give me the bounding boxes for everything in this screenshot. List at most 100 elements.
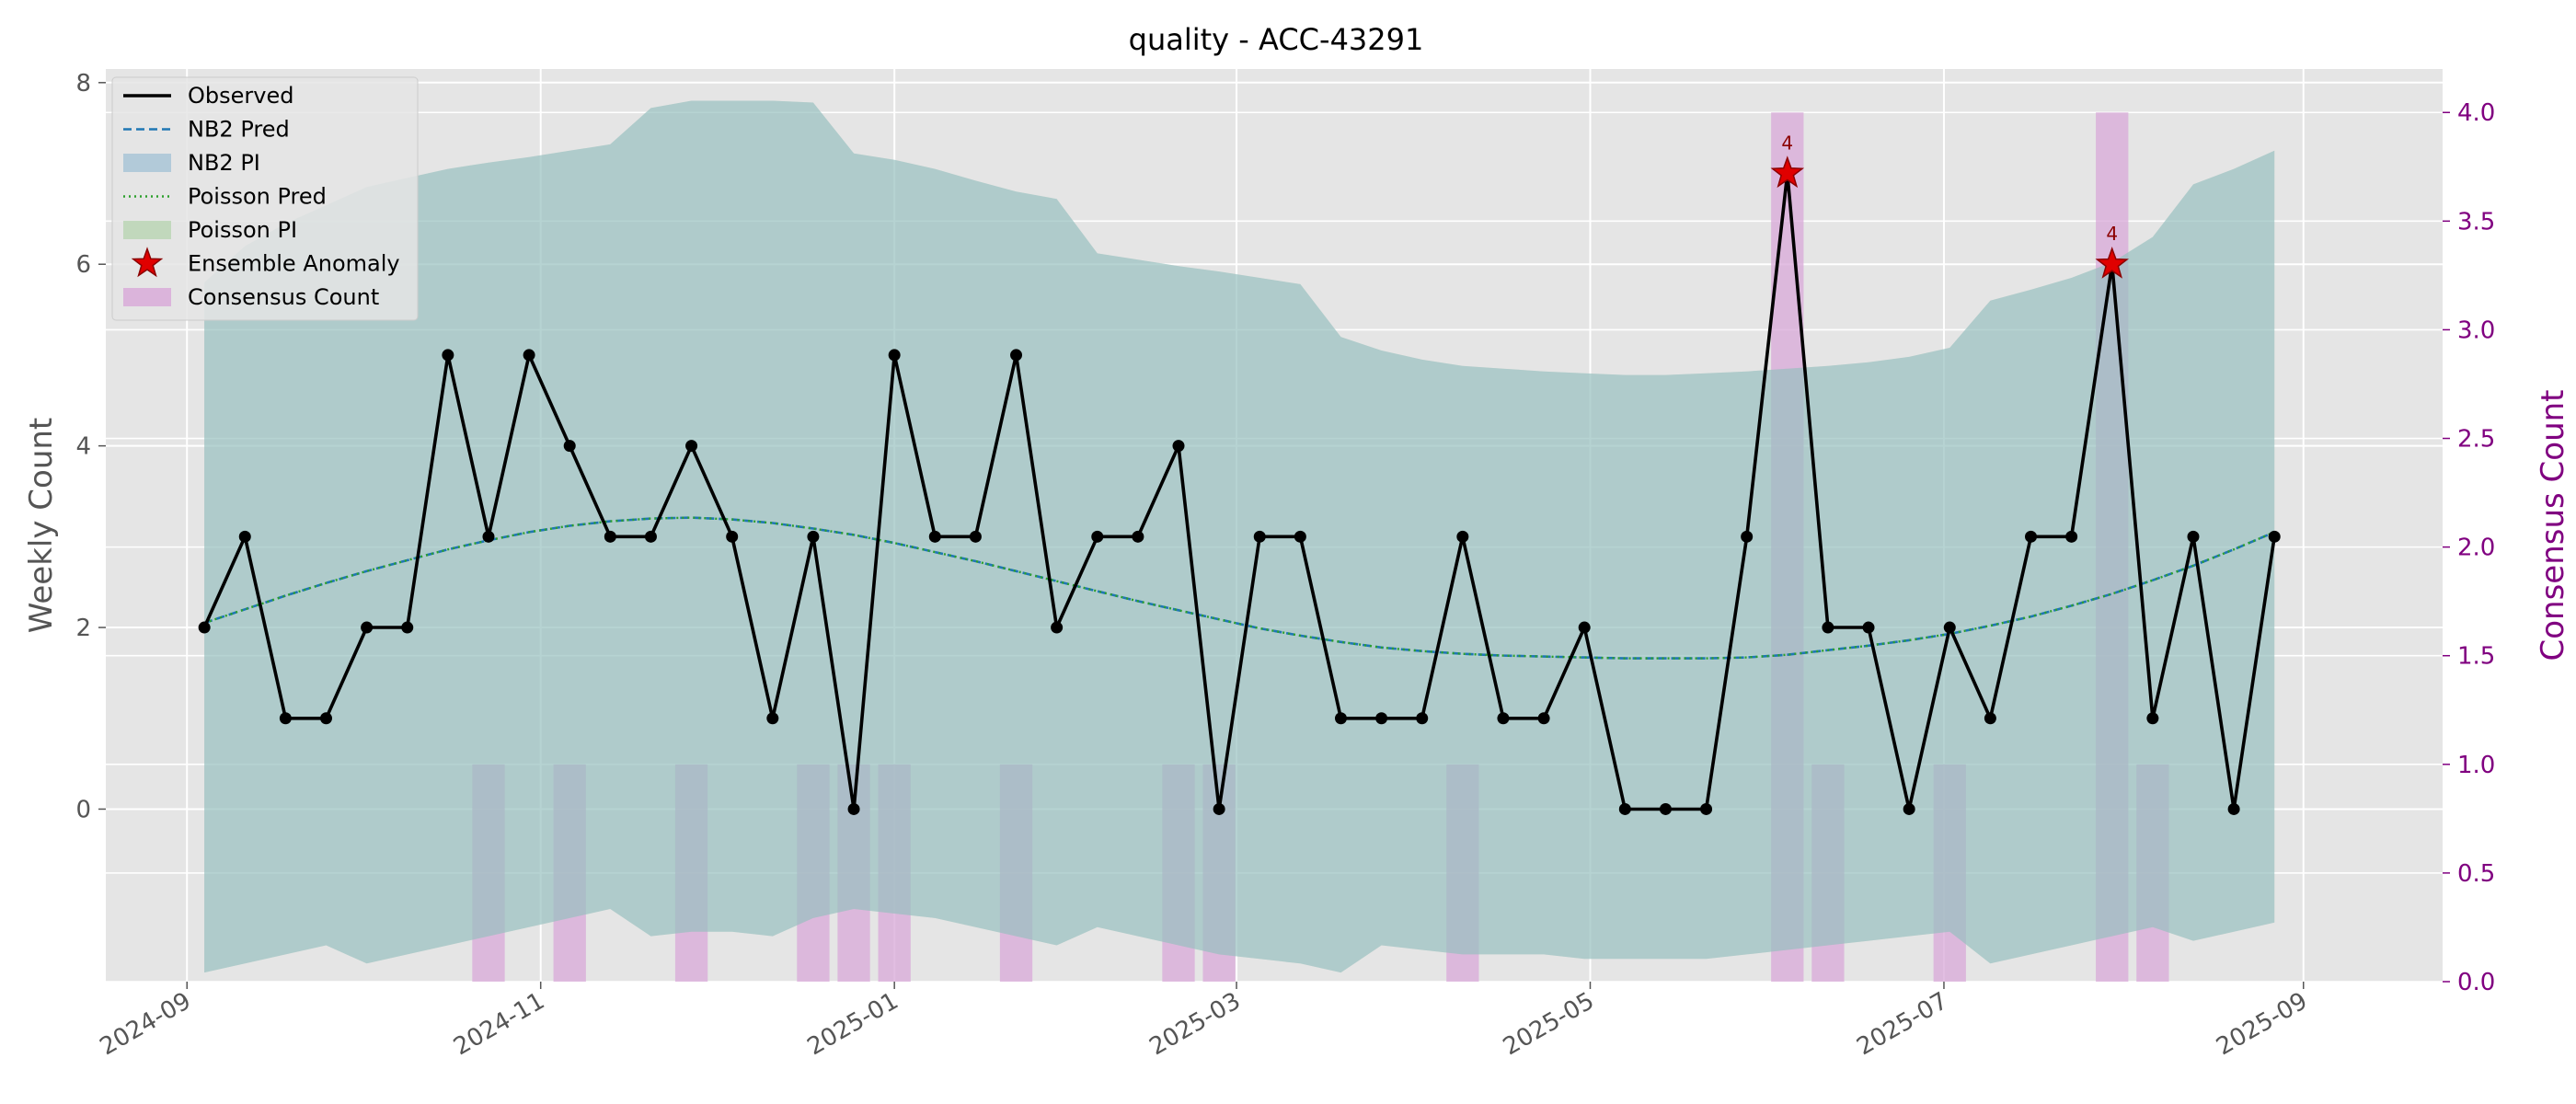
anomaly-label: 4 bbox=[1781, 132, 1793, 155]
consensus-bar bbox=[1811, 764, 1845, 982]
observed-point bbox=[2187, 530, 2200, 543]
y2-tick-label: 4.0 bbox=[2457, 99, 2495, 127]
poisson-pi-legend-entry: Poisson PI bbox=[123, 217, 297, 243]
observed-point bbox=[1497, 712, 1510, 725]
observed-markers bbox=[198, 167, 2281, 815]
poisson-pred-line bbox=[203, 516, 2275, 660]
legend-label: Ensemble Anomaly bbox=[188, 251, 400, 277]
observed-point bbox=[644, 530, 657, 543]
y2-tick-label: 2.5 bbox=[2457, 426, 2495, 454]
legend-label: Consensus Count bbox=[188, 284, 379, 310]
observed-point bbox=[1741, 530, 1754, 543]
consensus-bar bbox=[2136, 764, 2169, 982]
observed-point bbox=[2065, 530, 2078, 543]
legend-handle-nb2-pi bbox=[123, 154, 171, 172]
y2-tick-label: 3.5 bbox=[2457, 208, 2495, 236]
y2-tick-label: 3.0 bbox=[2457, 316, 2495, 344]
observed-point bbox=[523, 349, 535, 362]
consensus-bar bbox=[553, 764, 586, 982]
observed-point bbox=[685, 440, 698, 453]
observed-point bbox=[766, 712, 779, 725]
observed-point bbox=[1172, 440, 1185, 453]
consensus-bar bbox=[472, 764, 505, 982]
y2-tick-label: 0.5 bbox=[2457, 860, 2495, 888]
observed-point bbox=[1010, 349, 1023, 362]
x-tick-label: 2025-09 bbox=[2212, 987, 2312, 1061]
consensus-bar bbox=[1446, 764, 1479, 982]
poisson-pi-band bbox=[204, 100, 2275, 973]
observed-point bbox=[1334, 712, 1347, 725]
observed-legend-entry: Observed bbox=[123, 83, 293, 109]
observed-point bbox=[401, 621, 414, 634]
observed-point bbox=[1456, 530, 1469, 543]
y-tick-label: 0 bbox=[75, 796, 91, 823]
y-axis-title: Weekly Count bbox=[23, 418, 60, 634]
observed-point bbox=[1659, 802, 1672, 815]
observed-point bbox=[1253, 530, 1266, 543]
observed-point bbox=[2146, 712, 2159, 725]
ensemble-anomaly-legend-entry: Ensemble Anomaly bbox=[131, 247, 400, 278]
observed-point bbox=[1537, 712, 1550, 725]
legend-handle-anomaly bbox=[131, 247, 164, 278]
y2-tick-label: 2.0 bbox=[2457, 535, 2495, 562]
observed-point bbox=[928, 530, 941, 543]
nb2-pi-legend-entry: NB2 PI bbox=[123, 150, 260, 176]
nb2-pred-legend-entry: NB2 Pred bbox=[123, 117, 290, 143]
observed-point bbox=[361, 621, 374, 634]
legend-label: NB2 PI bbox=[188, 150, 260, 176]
series-lines bbox=[202, 171, 2276, 811]
observed-point bbox=[482, 530, 495, 543]
x-tick-label: 2025-01 bbox=[803, 987, 903, 1061]
consensus-bar bbox=[674, 764, 708, 982]
observed-point bbox=[847, 802, 860, 815]
observed-point bbox=[2268, 530, 2281, 543]
observed-point bbox=[1943, 621, 1956, 634]
poisson-pred-legend-entry: Poisson Pred bbox=[123, 184, 327, 210]
y2-tick-label: 1.0 bbox=[2457, 752, 2495, 779]
x-tick-label: 2025-03 bbox=[1144, 987, 1245, 1061]
observed-point bbox=[1091, 530, 1104, 543]
observed-point bbox=[1618, 802, 1631, 815]
legend-box bbox=[111, 76, 419, 321]
observed-point bbox=[1700, 802, 1713, 815]
observed-point bbox=[279, 712, 292, 725]
legend-handle-consensus bbox=[123, 288, 171, 306]
x-tick-label: 2024-09 bbox=[96, 987, 196, 1061]
anomaly-markers: 44 bbox=[1770, 132, 2129, 279]
observed-point bbox=[1132, 530, 1144, 543]
y2-tick-label: 0.0 bbox=[2457, 969, 2495, 996]
legend-label: Observed bbox=[188, 83, 293, 109]
observed-point bbox=[1578, 621, 1591, 634]
prediction-interval-bands bbox=[204, 100, 2275, 973]
observed-point bbox=[726, 530, 739, 543]
nb2-pi-band bbox=[204, 100, 2275, 973]
y-tick-label: 2 bbox=[75, 615, 91, 642]
observed-point bbox=[1984, 712, 1996, 725]
y2-axis-title: Consensus Count bbox=[2535, 389, 2571, 661]
observed-point bbox=[807, 530, 820, 543]
observed-point bbox=[1375, 712, 1388, 725]
y-tick-label: 6 bbox=[75, 251, 91, 279]
observed-point bbox=[442, 349, 454, 362]
observed-point bbox=[1822, 621, 1834, 634]
consensus-bar bbox=[878, 764, 911, 982]
consensus-count-legend-entry: Consensus Count bbox=[123, 284, 379, 310]
consensus-bar bbox=[1933, 764, 1966, 982]
observed-point bbox=[1862, 621, 1875, 634]
observed-point bbox=[238, 530, 251, 543]
observed-point bbox=[1294, 530, 1306, 543]
observed-point bbox=[2227, 802, 2240, 815]
anomaly-star bbox=[2095, 247, 2129, 279]
observed-point bbox=[320, 712, 333, 725]
observed-point bbox=[1416, 712, 1429, 725]
legend: Observed NB2 Pred NB2 PI Poisson Pred Poisso… bbox=[111, 76, 419, 321]
consensus-bar bbox=[999, 764, 1033, 982]
legend-handle-poisson-pi bbox=[123, 221, 171, 239]
observed-point bbox=[969, 530, 982, 543]
chart-title: quality - ACC-43291 bbox=[1129, 22, 1424, 57]
anomaly-star bbox=[1770, 155, 1805, 189]
observed-point bbox=[1213, 802, 1225, 815]
observed-point bbox=[198, 621, 211, 634]
observed-point bbox=[888, 349, 901, 362]
x-tick-label: 2024-11 bbox=[449, 987, 549, 1061]
